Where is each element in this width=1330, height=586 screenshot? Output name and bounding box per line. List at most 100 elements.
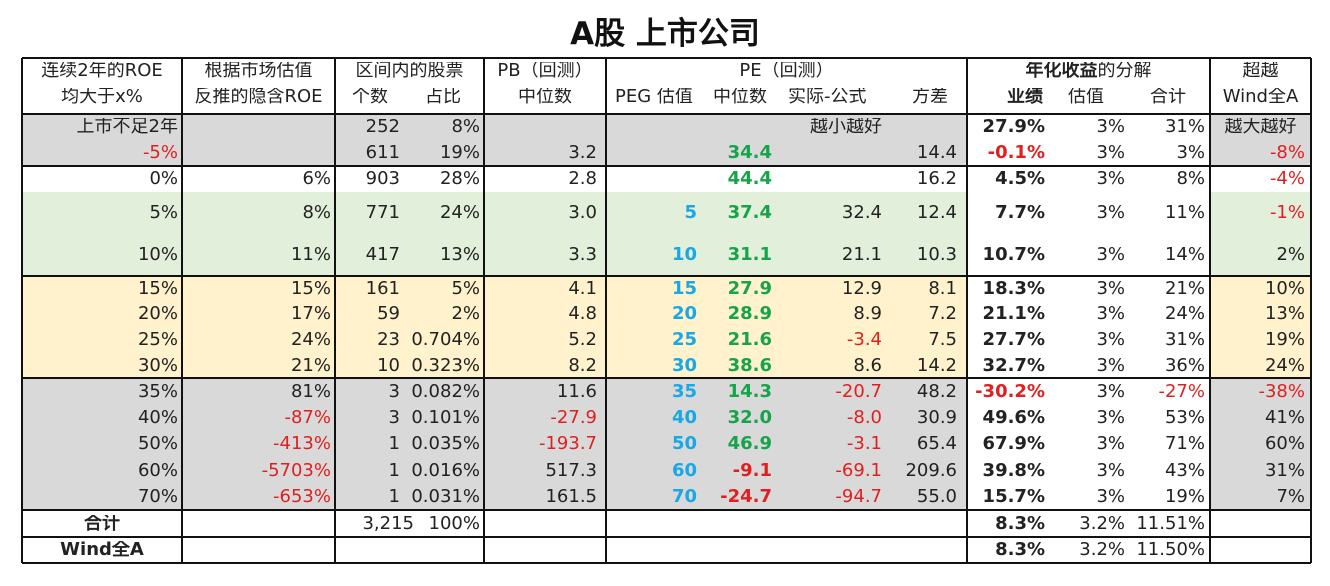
row-val: 3% — [1096, 331, 1125, 349]
row-pe-median: 34.4 — [727, 143, 772, 162]
row-excess: -1% — [1269, 203, 1305, 222]
row-share: 8% — [451, 117, 480, 136]
row-roe: 0% — [149, 170, 178, 188]
column-divider — [1209, 58, 1211, 563]
row-count: 10 — [377, 356, 400, 375]
row-pe-median: 28.9 — [727, 305, 772, 323]
row-count: 23 — [377, 331, 400, 349]
header-annual-title: 年化收益的分解 — [967, 62, 1210, 80]
header-pe-var: 方差 — [912, 88, 948, 106]
row-perf: 15.7% — [982, 488, 1045, 506]
row-excess: 2% — [1276, 245, 1305, 264]
row-share: 28% — [439, 170, 480, 188]
row-excess: -4% — [1269, 170, 1305, 188]
row-val: 3% — [1096, 305, 1125, 323]
row-count: 59 — [377, 305, 400, 323]
row-sum: 24% — [1164, 305, 1205, 323]
row-roe: 70% — [137, 488, 178, 506]
row-perf: 10.7% — [982, 245, 1045, 264]
column-divider — [966, 58, 968, 563]
row-sum: 31% — [1164, 331, 1205, 349]
column-divider — [334, 58, 336, 563]
header-annual-pre: 年化 — [1025, 62, 1062, 80]
row-perf: 21.1% — [982, 305, 1045, 323]
row-peg: 50 — [671, 435, 697, 453]
header-annual-post: 的分解 — [1097, 62, 1152, 80]
row-divider — [22, 165, 1311, 167]
total-count: 3,215 — [362, 514, 414, 533]
row-roe: 10% — [137, 245, 178, 264]
row-pe-var: 30.9 — [916, 409, 957, 427]
row-share: 0.082% — [411, 382, 480, 401]
row-pe-diff: 8.6 — [853, 356, 882, 375]
row-count: 252 — [365, 117, 400, 136]
row-pe-diff: -3.4 — [846, 331, 882, 349]
row-pb: -27.9 — [550, 409, 597, 427]
row-pb: 3.0 — [568, 203, 597, 222]
row-excess: -38% — [1258, 382, 1305, 401]
row-share: 0.704% — [411, 331, 480, 349]
row-perf: -30.2% — [975, 382, 1045, 401]
header-val: 估值 — [1068, 88, 1104, 106]
row-roe: 25% — [137, 331, 178, 349]
row-pe-median: 21.6 — [727, 331, 772, 349]
row-pb: 3.2 — [568, 143, 597, 162]
row-pe-diff: -20.7 — [835, 382, 882, 401]
row-pe-median: -9.1 — [732, 461, 772, 480]
row-val: 3% — [1096, 143, 1125, 162]
row-pb: 11.6 — [556, 382, 597, 401]
row-excess: 13% — [1264, 305, 1305, 323]
row-pe-median: 27.9 — [727, 279, 772, 298]
row-implied: -413% — [273, 435, 331, 453]
row-share: 19% — [439, 143, 480, 162]
row-sum: 53% — [1164, 409, 1205, 427]
header-roe-line2: 均大于x% — [61, 88, 143, 106]
row-pe-median: 44.4 — [727, 170, 772, 188]
row-divider — [22, 275, 1311, 277]
row-pb: -193.7 — [538, 435, 597, 453]
row-implied: 17% — [290, 305, 331, 323]
row-sum: 14% — [1164, 245, 1205, 264]
row-excess: 31% — [1264, 461, 1305, 480]
row-pe-var: 14.4 — [916, 143, 957, 162]
row-share: 5% — [451, 279, 480, 298]
row-implied: 21% — [290, 356, 331, 375]
header-pe-median: 中位数 — [713, 88, 767, 106]
row-pe-var: 65.4 — [916, 435, 957, 453]
row-share: 13% — [439, 245, 480, 264]
row-share: 2% — [451, 305, 480, 323]
column-divider — [1310, 58, 1312, 563]
row-divider — [22, 57, 1311, 59]
row-pb: 5.2 — [568, 331, 597, 349]
row-perf: 27.9% — [982, 117, 1045, 136]
row-pe-var: 14.2 — [916, 356, 957, 375]
row-perf: 27.7% — [982, 331, 1045, 349]
row-sum: 11% — [1164, 203, 1205, 222]
row-pe-diff: -3.1 — [846, 435, 882, 453]
row-roe: 上市不足2年 — [76, 117, 178, 136]
row-roe: 5% — [149, 203, 178, 222]
header-range-share: 占比 — [425, 88, 461, 106]
header-implied-line2: 反推的隐含ROE — [194, 88, 323, 106]
row-pb: 8.2 — [568, 356, 597, 375]
row-implied: 24% — [290, 331, 331, 349]
row-share: 0.031% — [411, 488, 480, 506]
row-pb: 517.3 — [545, 461, 597, 480]
wind-val: 3.2% — [1079, 541, 1125, 559]
total-label: 合计 — [84, 514, 120, 533]
row-peg: 30 — [671, 356, 697, 375]
row-excess: 10% — [1264, 279, 1305, 298]
header-range-title: 区间内的股票 — [355, 62, 464, 80]
total-sum: 11.51% — [1136, 514, 1205, 533]
row-pe-var: 12.4 — [916, 203, 957, 222]
column-divider — [181, 58, 183, 563]
row-pe-diff: -69.1 — [835, 461, 882, 480]
row-val: 3% — [1096, 461, 1125, 480]
header-pe-title: PE（回测） — [739, 62, 834, 80]
row-count: 771 — [365, 203, 400, 222]
row-peg: 40 — [671, 409, 697, 427]
row-count: 3 — [388, 409, 400, 427]
total-val: 3.2% — [1079, 514, 1125, 533]
column-divider — [605, 58, 607, 563]
header-perf: 业绩 — [1007, 88, 1043, 106]
